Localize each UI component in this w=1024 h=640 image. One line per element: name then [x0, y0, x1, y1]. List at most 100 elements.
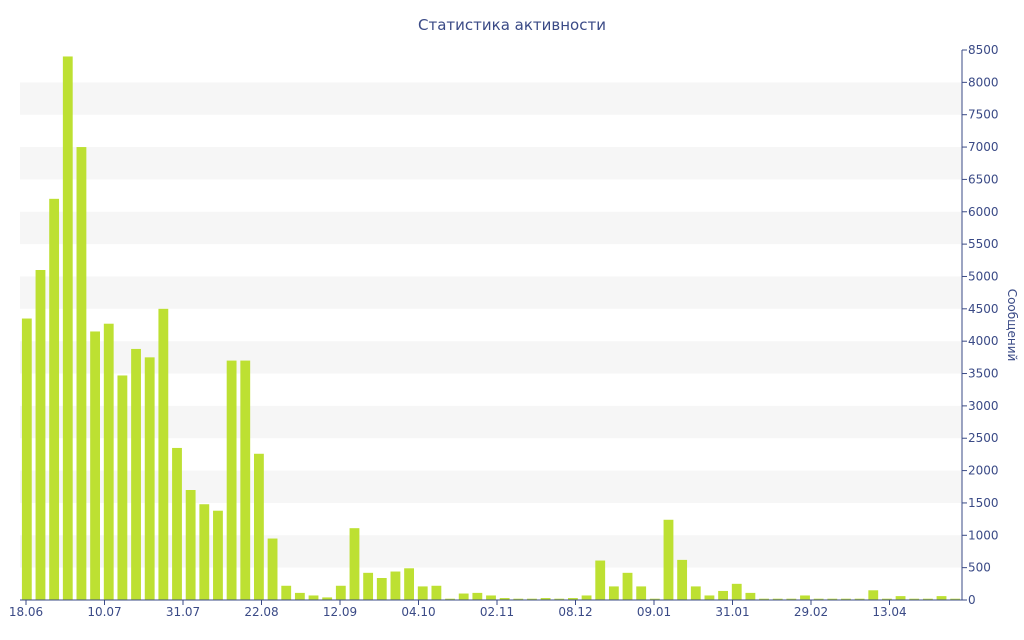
y-tick-label: 5500 [968, 237, 999, 251]
bar [185, 490, 196, 600]
grid-band [20, 147, 962, 180]
bar [608, 586, 619, 600]
bar [144, 357, 155, 600]
bar [731, 583, 742, 600]
bar [49, 198, 60, 600]
bar [363, 572, 374, 600]
bar [90, 331, 101, 600]
x-tick-label: 04.10 [401, 605, 435, 619]
bar [800, 595, 810, 600]
y-tick-label: 2500 [968, 431, 999, 445]
y-tick-label: 8000 [968, 75, 999, 89]
bar [759, 598, 769, 600]
bar [281, 585, 292, 600]
bar [472, 592, 483, 600]
y-tick-label: 1500 [968, 496, 999, 510]
grid-band [20, 82, 962, 115]
bar [622, 572, 633, 600]
bar [308, 595, 319, 600]
bar [922, 598, 933, 600]
bar [76, 147, 87, 600]
bar [172, 447, 182, 600]
y-tick-label: 2000 [968, 464, 999, 478]
bar [103, 323, 114, 600]
bar [226, 360, 237, 600]
grid-band [20, 341, 962, 374]
y-tick-label: 4000 [968, 334, 999, 348]
bar [881, 598, 892, 600]
y-tick-label: 5000 [968, 269, 999, 283]
y-tick-label: 3500 [968, 367, 999, 381]
bar [445, 598, 455, 600]
y-tick-label: 4500 [968, 302, 999, 316]
bar [35, 270, 46, 600]
bar [21, 318, 32, 600]
bar [772, 598, 783, 600]
bar [322, 597, 333, 600]
bar [267, 538, 278, 600]
bar [431, 585, 442, 600]
x-tick-label: 02.11 [480, 605, 514, 619]
bar [595, 560, 606, 600]
x-tick-label: 22.08 [244, 605, 278, 619]
x-tick-label: 13.04 [872, 605, 906, 619]
bar [895, 596, 906, 600]
y-tick-label: 8500 [968, 43, 999, 57]
y-tick-label: 1000 [968, 528, 999, 542]
bar [950, 598, 961, 600]
bar [253, 453, 264, 600]
x-tick-label: 09.01 [637, 605, 671, 619]
bar [813, 598, 824, 600]
bar [854, 598, 865, 600]
bar [841, 598, 851, 600]
bar [294, 592, 305, 600]
bar [486, 595, 496, 600]
bar [131, 348, 141, 600]
x-tick-label: 08.12 [558, 605, 592, 619]
chart-title: Статистика активности [418, 16, 606, 34]
grid-band [20, 276, 962, 309]
y-tick-label: 500 [968, 561, 991, 575]
bar [417, 586, 428, 600]
bar [567, 598, 578, 600]
bar [527, 598, 537, 600]
grid-band [20, 405, 962, 439]
bar [240, 360, 251, 600]
x-tick-label: 31.01 [715, 605, 749, 619]
y-tick-label: 7500 [968, 108, 999, 122]
bar [677, 559, 688, 600]
bar [513, 598, 524, 600]
y-tick-label: 7000 [968, 140, 999, 154]
bar [827, 598, 838, 600]
bar [349, 528, 360, 600]
bar [909, 598, 920, 600]
y-tick-label: 6500 [968, 172, 999, 186]
bar [540, 598, 551, 600]
bar [581, 595, 592, 600]
bar [663, 519, 674, 600]
bar [786, 598, 797, 600]
x-tick-label: 12.09 [323, 605, 357, 619]
bar [868, 590, 879, 600]
bar [704, 595, 715, 600]
bar [199, 504, 210, 600]
bar [213, 510, 223, 600]
y-tick-label: 3000 [968, 399, 999, 413]
bar [390, 571, 401, 600]
x-tick-label: 29.02 [794, 605, 828, 619]
bar [404, 568, 415, 600]
grid-band [20, 211, 962, 245]
x-tick-label: 31.07 [166, 605, 200, 619]
x-tick-label: 10.07 [87, 605, 121, 619]
bar [117, 375, 128, 600]
bar [936, 596, 947, 600]
x-tick-label: 18.06 [9, 605, 43, 619]
bar [62, 56, 73, 601]
bar [554, 598, 565, 600]
bar [458, 593, 469, 600]
bar [636, 586, 647, 600]
bar [376, 578, 387, 600]
bar [649, 598, 660, 600]
y-tick-label: 0 [968, 593, 976, 607]
bar [690, 586, 701, 600]
